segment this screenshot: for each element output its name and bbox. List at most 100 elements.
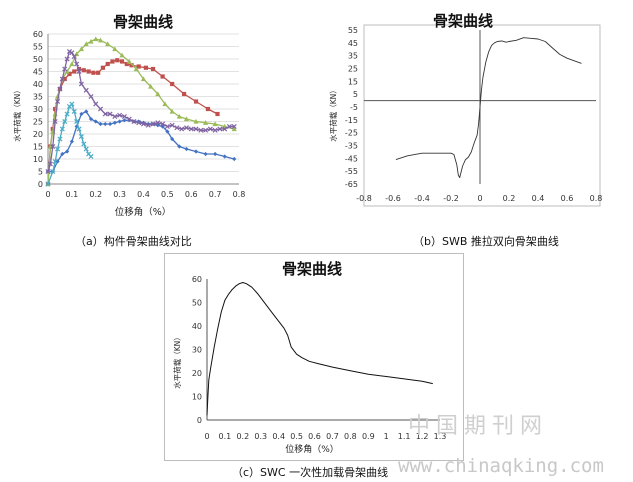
chart-a-x-tick-label: 0.8 bbox=[233, 190, 246, 199]
chart-a-point-swd bbox=[102, 111, 108, 117]
chart-c-y-tick-label: 20 bbox=[192, 369, 202, 378]
chart-a-x-tick-label: 0.4 bbox=[137, 190, 150, 199]
chart-c-x-tick-label: 1.1 bbox=[398, 432, 411, 441]
chart-a-point-swe bbox=[55, 146, 61, 152]
chart-a-y-tick-label: 15 bbox=[33, 143, 43, 152]
chart-a-point-swe bbox=[62, 118, 68, 125]
watermark-url: www.chinaqking.com bbox=[398, 455, 604, 477]
chart-c-x-tick-label: 0.1 bbox=[219, 432, 232, 441]
chart-a-point-swa bbox=[141, 120, 146, 125]
chart-a-point-swb bbox=[215, 111, 220, 117]
chart-a-point-swb bbox=[181, 91, 187, 97]
chart-a-point-swd bbox=[212, 127, 218, 133]
chart-a-point-swb bbox=[150, 66, 156, 72]
chart-a-point-swa bbox=[222, 154, 227, 159]
chart-a-point-swc bbox=[105, 41, 111, 47]
chart-c-x-tick-label: 0.7 bbox=[326, 432, 339, 441]
chart-c-y-axis-label: 水平荷载（KN） bbox=[172, 333, 182, 389]
chart-a-point-swe bbox=[83, 146, 89, 152]
chart-c-x-tick-label: 0.2 bbox=[236, 432, 249, 441]
chart-a-y-tick-label: 60 bbox=[33, 30, 43, 39]
chart-a-y-tick-label: 35 bbox=[33, 93, 43, 102]
chart-a-point-swb bbox=[119, 59, 125, 64]
chart-a-point-swd bbox=[145, 122, 151, 128]
chart-a-point-swd bbox=[57, 86, 63, 92]
caption-c: （c）SWC 一次性加载骨架曲线 bbox=[232, 466, 389, 479]
chart-a-point-swe bbox=[76, 126, 82, 132]
chart-a-point-swb bbox=[136, 64, 141, 69]
chart-a-point-swb bbox=[96, 70, 101, 75]
chart-a-point-swd bbox=[52, 118, 58, 125]
chart-b-y-tick-label: 35 bbox=[348, 52, 358, 61]
chart-a-point-swb bbox=[53, 106, 58, 112]
chart-a-point-swd bbox=[222, 126, 228, 132]
chart-a-point-swc bbox=[140, 76, 147, 82]
chart-a-point-swa bbox=[193, 149, 199, 154]
chart-c-x-tick-label: 0.4 bbox=[272, 432, 285, 441]
chart-a-point-swd bbox=[183, 125, 189, 131]
chart-a-point-swa bbox=[165, 129, 170, 134]
chart-c-x-axis-label: 位移角（%） bbox=[285, 443, 339, 455]
chart-a-point-swa bbox=[112, 120, 117, 125]
chart-a-point-swe bbox=[88, 153, 94, 160]
chart-a-point-swb bbox=[67, 71, 72, 77]
chart-a-x-axis-label: 位移角（%） bbox=[115, 206, 172, 218]
chart-b-y-tick-label: 15 bbox=[348, 77, 358, 86]
chart-a-point-swa bbox=[103, 121, 108, 127]
chart-a-point-swa bbox=[170, 136, 175, 142]
chart-b-x-tick-label: 0.2 bbox=[503, 194, 516, 203]
chart-a-y-tick-label: 55 bbox=[33, 43, 43, 52]
chart-a-point-swd bbox=[160, 121, 166, 127]
chart-c-y-tick-label: 50 bbox=[192, 299, 202, 308]
chart-a-point-swd bbox=[69, 50, 75, 56]
chart-a-point-swe bbox=[71, 108, 77, 115]
caption-a: （a）构件骨架曲线对比 bbox=[75, 235, 192, 248]
chart-b-frame bbox=[363, 24, 601, 207]
chart-a-point-swc bbox=[93, 36, 99, 42]
chart-a-y-tick-label: 25 bbox=[33, 118, 43, 127]
chart-a-point-swc bbox=[148, 83, 154, 89]
chart-c-y-tick-label: 30 bbox=[192, 346, 202, 355]
chart-b-x-tick-label: 0.8 bbox=[590, 194, 603, 203]
chart-a-point-swc bbox=[112, 46, 118, 52]
chart-a-point-swb bbox=[170, 81, 175, 87]
chart-c-x-tick-label: 0.8 bbox=[344, 432, 357, 441]
chart-a-point-swa bbox=[232, 156, 237, 162]
chart-b-y-tick-label: 55 bbox=[348, 26, 358, 35]
chart-a-y-axis-label: 水平荷载（KN） bbox=[12, 86, 22, 142]
chart-b-x-tick-label: 0.6 bbox=[561, 194, 574, 203]
chart-a-point-swc bbox=[133, 66, 139, 72]
chart-c-x-tick-label: 1.3 bbox=[434, 432, 447, 441]
chart-a-point-swd bbox=[50, 143, 56, 150]
chart-b-y-tick-label: -25 bbox=[345, 129, 358, 138]
chart-a-point-swb bbox=[205, 106, 211, 112]
chart-a-y-tick-label: 10 bbox=[33, 155, 43, 164]
chart-a-x-tick-label: 0.5 bbox=[161, 190, 174, 199]
chart-a-point-swe bbox=[64, 111, 70, 117]
chart-c-x-tick-label: 0.9 bbox=[362, 432, 375, 441]
chart-a-point-swd bbox=[74, 61, 80, 67]
chart-b-x-tick-label: 0.4 bbox=[532, 194, 545, 203]
chart-a-point-swb bbox=[110, 59, 115, 64]
chart-a-point-swc bbox=[78, 46, 85, 52]
chart-b-series-line-0 bbox=[395, 37, 582, 179]
chart-b-x-tick-label: -0.6 bbox=[385, 194, 401, 203]
chart-a-point-swd bbox=[59, 76, 65, 82]
chart-a-x-tick-label: 0 bbox=[45, 190, 50, 199]
chart-a-y-tick-label: 30 bbox=[33, 105, 43, 114]
chart-a-x-tick-label: 0.1 bbox=[66, 190, 79, 199]
chart-a-point-swb bbox=[81, 68, 86, 73]
chart-c-axes bbox=[206, 279, 440, 421]
chart-a-x-tick-label: 0.7 bbox=[209, 190, 222, 199]
chart-a-point-swe bbox=[69, 101, 75, 107]
chart-a-x-tick-label: 0.3 bbox=[113, 190, 126, 199]
chart-a-point-swc bbox=[231, 126, 237, 132]
chart-a-point-swd bbox=[136, 120, 142, 126]
chart-a-point-swc bbox=[212, 121, 218, 127]
chart-c-y-tick-label: 60 bbox=[192, 275, 202, 284]
chart-c-x-tick-label: 1.2 bbox=[416, 432, 429, 441]
chart-a-grid bbox=[48, 33, 239, 185]
chart-a-point-swb bbox=[124, 61, 129, 67]
chart-a-point-swa bbox=[69, 139, 74, 144]
